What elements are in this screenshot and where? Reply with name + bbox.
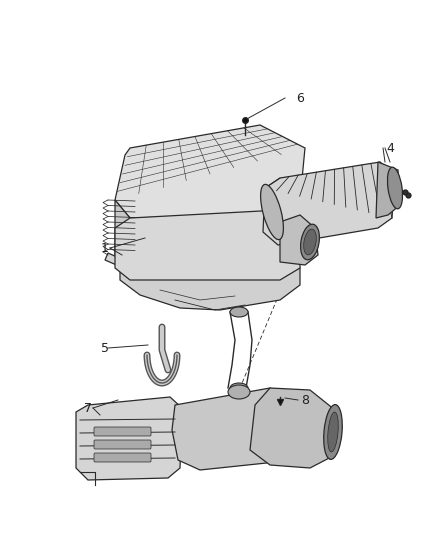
FancyBboxPatch shape xyxy=(94,440,151,449)
Polygon shape xyxy=(250,388,335,468)
Ellipse shape xyxy=(261,184,283,240)
Polygon shape xyxy=(263,162,395,245)
Polygon shape xyxy=(115,125,305,218)
Ellipse shape xyxy=(328,412,338,452)
FancyBboxPatch shape xyxy=(94,427,151,436)
Ellipse shape xyxy=(230,383,248,393)
Text: 7: 7 xyxy=(84,401,92,415)
Text: 5: 5 xyxy=(101,342,109,354)
FancyBboxPatch shape xyxy=(94,453,151,462)
Polygon shape xyxy=(115,200,130,268)
Polygon shape xyxy=(120,260,300,310)
Ellipse shape xyxy=(324,405,342,459)
Text: 1: 1 xyxy=(101,241,109,254)
Polygon shape xyxy=(76,397,182,480)
Ellipse shape xyxy=(388,167,403,209)
Text: 8: 8 xyxy=(301,393,309,407)
Polygon shape xyxy=(105,248,305,273)
Polygon shape xyxy=(172,388,308,470)
Polygon shape xyxy=(376,162,400,218)
Ellipse shape xyxy=(230,307,248,317)
Polygon shape xyxy=(115,210,300,280)
Text: 6: 6 xyxy=(296,92,304,104)
Ellipse shape xyxy=(304,229,316,255)
Ellipse shape xyxy=(300,224,319,260)
Polygon shape xyxy=(280,215,318,265)
Ellipse shape xyxy=(228,385,250,399)
Text: 4: 4 xyxy=(386,141,394,155)
